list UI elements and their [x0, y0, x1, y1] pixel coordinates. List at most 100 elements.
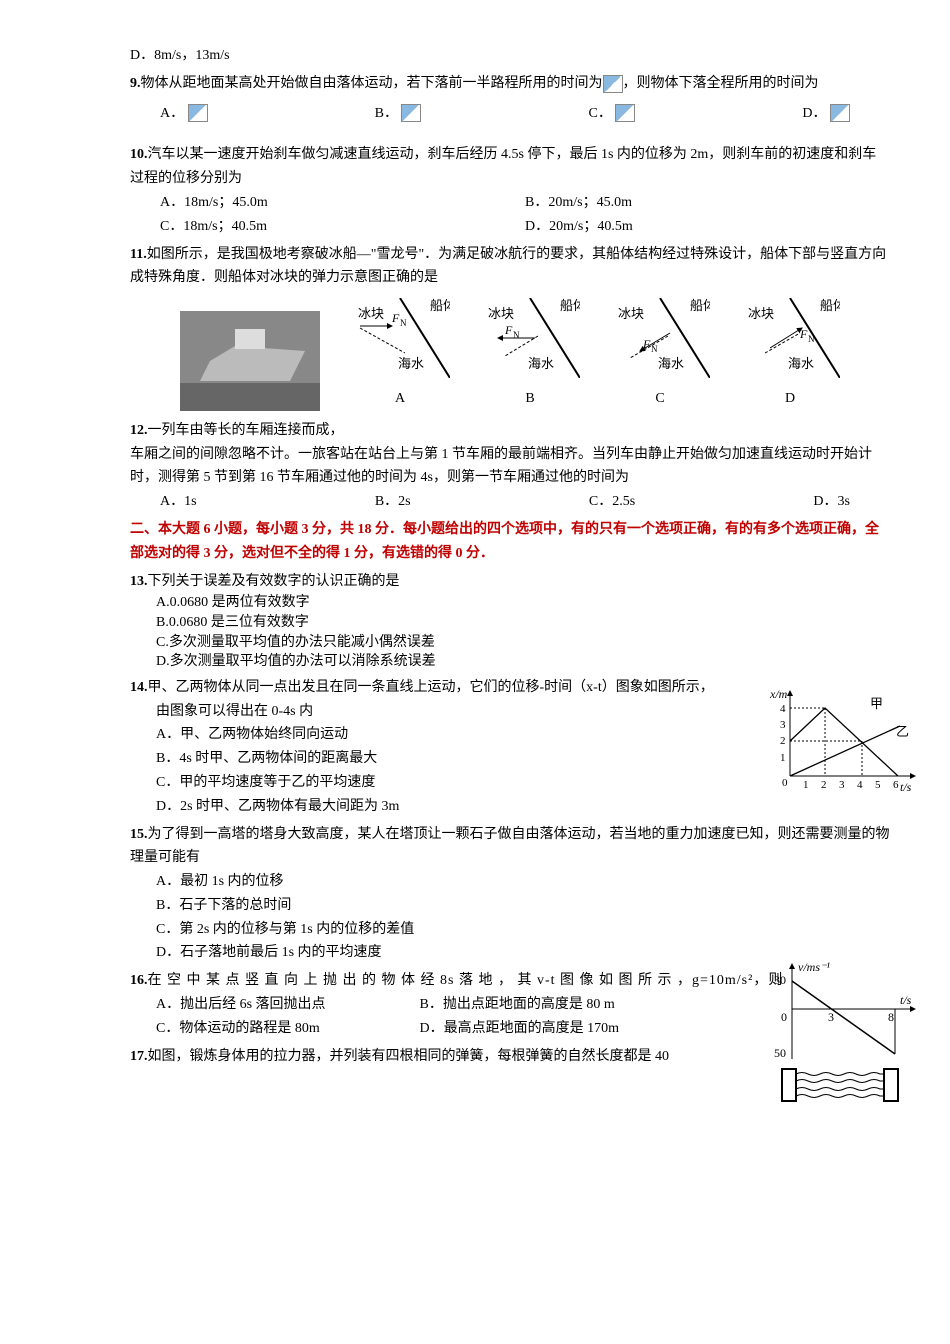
q9-optA-label: A． — [160, 106, 184, 121]
svg-text:6: 6 — [893, 779, 899, 791]
svg-text:F: F — [799, 327, 808, 341]
q8-fragment: D．8m/s，13m/s — [130, 44, 890, 68]
q10-optA: A．18m/s；45.0m — [160, 191, 525, 215]
q10-optC: C．18m/s；40.5m — [160, 215, 525, 239]
q9-num: 9. — [130, 76, 141, 91]
q14-optB: B．4s 时甲、乙两物体间的距离最大 — [156, 747, 716, 771]
formula-icon — [188, 104, 208, 122]
q17-spring-diagram — [780, 1065, 900, 1105]
q13-num: 13. — [130, 574, 148, 589]
formula-placeholder-icon — [603, 75, 623, 93]
ship-photo — [180, 311, 320, 411]
q14-num: 14. — [130, 680, 148, 695]
svg-text:v/ms⁻¹: v/ms⁻¹ — [798, 960, 830, 974]
formula-icon — [830, 104, 850, 122]
q16-num: 16. — [130, 973, 148, 988]
section2-header: 二、本大题 6 小题，每小题 3 分，共 18 分．每小题给出的四个选项中，有的… — [130, 518, 890, 566]
svg-text:船体: 船体 — [820, 298, 840, 313]
svg-text:冰块: 冰块 — [748, 306, 774, 321]
q11-cap-A: A — [350, 387, 450, 411]
q9-optD-label: D． — [802, 106, 826, 121]
q13-text: 下列关于误差及有效数字的认识正确的是 — [148, 574, 400, 589]
q11-cap-C: C — [610, 387, 710, 411]
q14-optD: D．2s 时甲、乙两物体有最大间距为 3m — [156, 795, 716, 819]
q16: 16.在 空 中 某 点 竖 直 向 上 抛 出 的 物 体 经 8s 落 地 … — [130, 969, 890, 1040]
q11-cap-B: B — [480, 387, 580, 411]
q14: 14.甲、乙两物体从同一点出发且在同一条直线上运动，它们的位移-时间（x-t）图… — [130, 676, 890, 819]
svg-text:3: 3 — [828, 1010, 834, 1024]
svg-text:t/s: t/s — [900, 780, 912, 794]
q9-optA: A． — [160, 102, 208, 126]
svg-text:海水: 海水 — [658, 356, 684, 371]
q15-optA: A．最初 1s 内的位移 — [156, 870, 890, 894]
q13-optB: B.0.0680 是三位有效数字 — [156, 613, 890, 633]
svg-text:海水: 海水 — [528, 356, 554, 371]
svg-text:3: 3 — [839, 779, 845, 791]
q15-num: 15. — [130, 827, 148, 842]
q9-text2: ，则物体下落全程所用的时间为 — [623, 76, 819, 91]
svg-text:4: 4 — [857, 779, 863, 791]
svg-text:F: F — [391, 311, 400, 325]
q16-optA: A．抛出后经 6s 落回抛出点 — [156, 993, 416, 1017]
q14-text: 甲、乙两物体从同一点出发且在同一条直线上运动，它们的位移-时间（x-t）图象如图… — [148, 680, 714, 695]
svg-text:2: 2 — [780, 735, 786, 747]
q10-text: 汽车以某一速度开始刹车做匀减速直线运动，刹车后经历 4.5s 停下，最后 1s … — [130, 147, 876, 186]
svg-text:冰块: 冰块 — [488, 306, 514, 321]
svg-text:8: 8 — [888, 1010, 894, 1024]
q15-optB: B．石子下落的总时间 — [156, 894, 890, 918]
q12-line1: 一列车由等长的车厢连接而成， — [148, 423, 344, 438]
q17-num: 17. — [130, 1049, 148, 1064]
q15-text: 为了得到一高塔的塔身大致高度，某人在塔顶让一颗石子做自由落体运动，若当地的重力加… — [130, 827, 890, 866]
svg-text:船体: 船体 — [430, 298, 450, 313]
q15-optC: C．第 2s 内的位移与第 1s 内的位移的差值 — [156, 918, 890, 942]
svg-text:1: 1 — [780, 752, 786, 764]
svg-text:0: 0 — [781, 1010, 787, 1024]
svg-text:乙: 乙 — [896, 724, 909, 739]
q14-text2: 由图象可以得出在 0-4s 内 — [156, 700, 716, 724]
q9-optC: C． — [589, 102, 636, 126]
q9-optD: D． — [802, 102, 850, 126]
q11-num: 11. — [130, 247, 147, 262]
formula-icon — [615, 104, 635, 122]
q11-diag-D: 船体冰块海水FN D — [740, 298, 840, 411]
q9-optB-label: B． — [375, 106, 398, 121]
q12-optC: C．2.5s — [589, 490, 635, 514]
q14-optC: C．甲的平均速度等于乙的平均速度 — [156, 771, 716, 795]
q16-optC: C．物体运动的路程是 80m — [156, 1017, 416, 1041]
q11-diag-C: 船体冰块海水FN C — [610, 298, 710, 411]
svg-text:船体: 船体 — [690, 298, 710, 313]
q14-optA: A．甲、乙两物体始终同向运动 — [156, 723, 716, 747]
q12: 12.一列车由等长的车厢连接而成， 车厢之间的间隙忽略不计。一旅客站在站台上与第… — [130, 419, 890, 514]
svg-text:海水: 海水 — [398, 356, 424, 371]
q11-cap-D: D — [740, 387, 840, 411]
q11-diag-A: 船体冰块海水FN A — [350, 298, 450, 411]
svg-text:N: N — [513, 330, 520, 340]
q12-num: 12. — [130, 423, 148, 438]
svg-text:4: 4 — [780, 703, 786, 715]
svg-text:冰块: 冰块 — [618, 306, 644, 321]
q12-optB: B．2s — [375, 490, 411, 514]
q17: 17.如图，锻炼身体用的拉力器，并列装有四根相同的弹簧，每根弹簧的自然长度都是 … — [130, 1045, 890, 1069]
q10-optD: D．20m/s；40.5m — [525, 215, 890, 239]
q16-text: 在 空 中 某 点 竖 直 向 上 抛 出 的 物 体 经 8s 落 地 ， 其… — [148, 973, 784, 988]
svg-text:N: N — [651, 344, 658, 354]
q9-optC-label: C． — [589, 106, 612, 121]
svg-text:t/s: t/s — [900, 993, 912, 1007]
q16-optB: B．抛出点距地面的高度是 80 m — [420, 997, 615, 1012]
q11-figures: 船体冰块海水FN A 船体冰块海水FN B 船体冰块海水FN C 船体冰块海水F… — [130, 298, 890, 411]
svg-text:1: 1 — [803, 779, 809, 791]
q9-optB: B． — [375, 102, 422, 126]
q11-diag-B: 船体冰块海水 FN B — [480, 298, 580, 411]
q16-optD: D．最高点距地面的高度是 170m — [420, 1021, 620, 1036]
svg-text:甲: 甲 — [870, 696, 883, 711]
q10: 10.汽车以某一速度开始刹车做匀减速直线运动，刹车后经历 4.5s 停下，最后 … — [130, 143, 890, 238]
svg-text:船体: 船体 — [560, 298, 580, 313]
q13-optC: C.多次测量取平均值的办法只能减小偶然误差 — [156, 633, 890, 653]
svg-text:3: 3 — [780, 719, 786, 731]
svg-text:30: 30 — [774, 973, 786, 987]
q10-optB: B．20m/s；45.0m — [525, 191, 890, 215]
svg-text:F: F — [504, 323, 513, 337]
q9: 9.物体从距地面某高处开始做自由落体运动，若下落前一半路程所用的时间为，则物体下… — [130, 72, 890, 126]
q12-line2: 车厢之间的间隙忽略不计。一旅客站在站台上与第 1 节车厢的最前端相齐。当列车由静… — [130, 443, 890, 491]
q12-optA: A．1s — [160, 490, 197, 514]
